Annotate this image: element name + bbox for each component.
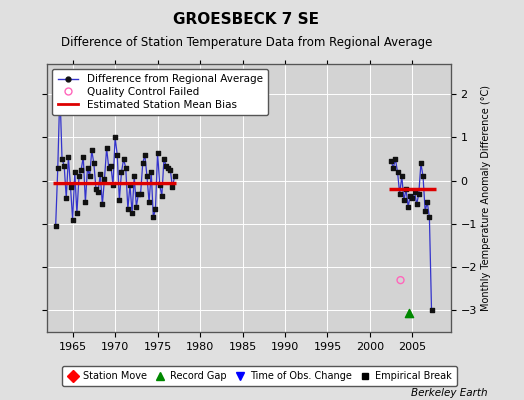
Point (109, 182, 117, 188)
Point (168, 184, 177, 190)
Point (85, 173, 94, 180)
Point (140, 152, 149, 158)
Point (77, 167, 85, 173)
Text: Difference of Station Temperature Data from Regional Average: Difference of Station Temperature Data f… (61, 36, 432, 49)
Point (79, 154, 88, 160)
Y-axis label: Monthly Temperature Anomaly Difference (°C): Monthly Temperature Anomaly Difference (… (481, 85, 491, 311)
Point (102, 145, 111, 152)
Point (164, 164, 172, 171)
Point (151, 206, 160, 212)
Point (402, 186, 410, 192)
Point (162, 162, 170, 169)
Point (143, 173, 151, 180)
Point (64, 154, 73, 160)
Point (94, 188, 102, 195)
Point (406, 193, 414, 199)
Point (154, 150, 162, 156)
Point (122, 164, 130, 171)
Point (170, 173, 179, 180)
Point (69, 216, 77, 223)
Point (417, 160, 425, 167)
Point (421, 208, 429, 214)
Point (130, 173, 138, 180)
Point (90, 160, 98, 167)
Point (160, 156, 168, 162)
Point (60, 162, 68, 169)
Point (400, 197, 408, 203)
Legend: Difference from Regional Average, Quality Control Failed, Estimated Station Mean: Difference from Regional Average, Qualit… (52, 69, 268, 115)
Point (83, 164, 92, 171)
Point (81, 199, 90, 206)
Point (410, 188, 419, 195)
Point (156, 182, 164, 188)
Point (166, 167, 174, 173)
Point (115, 197, 124, 203)
Point (136, 190, 145, 197)
Point (391, 156, 400, 162)
Point (98, 201, 106, 208)
Point (423, 199, 431, 206)
Point (124, 206, 132, 212)
Point (412, 201, 421, 208)
Point (398, 173, 406, 180)
Point (100, 175, 108, 182)
Text: GROESBECK 7 SE: GROESBECK 7 SE (173, 12, 319, 27)
Point (92, 186, 100, 192)
Point (132, 204, 140, 210)
Point (119, 156, 128, 162)
Text: Berkeley Earth: Berkeley Earth (411, 388, 487, 398)
Point (405, 310, 413, 317)
Point (71, 169, 79, 175)
Point (425, 214, 433, 221)
Point (126, 182, 134, 188)
Point (145, 199, 154, 206)
Point (88, 147, 96, 154)
Point (394, 169, 402, 175)
Point (404, 204, 412, 210)
Point (138, 160, 147, 167)
Point (117, 169, 126, 175)
Point (147, 169, 156, 175)
Point (408, 195, 417, 201)
Point (128, 210, 136, 216)
Point (396, 190, 404, 197)
Legend: Station Move, Record Gap, Time of Obs. Change, Empirical Break: Station Move, Record Gap, Time of Obs. C… (62, 366, 456, 386)
Point (428, 307, 436, 314)
Point (149, 214, 158, 221)
Point (62, 195, 70, 201)
Point (58, 156, 66, 162)
Point (134, 190, 143, 197)
Point (414, 190, 423, 197)
Point (51, 223, 60, 229)
Point (158, 193, 166, 199)
Point (56, 87, 64, 93)
Point (53, 164, 62, 171)
Point (387, 158, 396, 164)
Point (419, 173, 427, 180)
Point (73, 210, 81, 216)
Point (107, 162, 115, 169)
Point (111, 134, 119, 141)
Point (67, 184, 75, 190)
Point (113, 152, 122, 158)
Point (389, 164, 398, 171)
Point (396, 277, 405, 283)
Point (75, 173, 83, 180)
Point (105, 164, 113, 171)
Point (96, 171, 104, 178)
